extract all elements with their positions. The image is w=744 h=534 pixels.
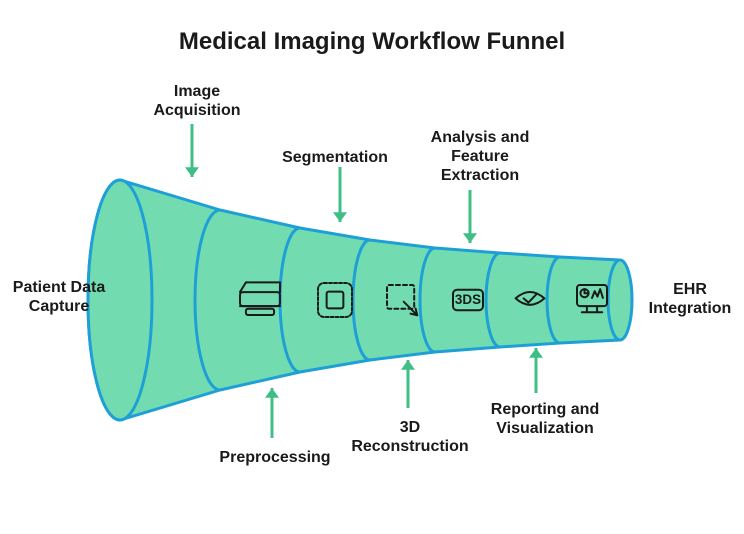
arrow-3d-reconstruction (401, 360, 415, 408)
arrow-analysis (463, 190, 477, 243)
label-reporting: Reporting and Visualization (470, 400, 620, 438)
arrow-segmentation (333, 167, 347, 222)
label-segmentation: Segmentation (265, 148, 405, 167)
page-title: Medical Imaging Workflow Funnel (0, 28, 744, 56)
label-analysis: Analysis and Feature Extraction (410, 128, 550, 186)
arrow-image-acquisition (185, 124, 199, 177)
label-patient-data: Patient Data Capture (4, 278, 114, 316)
funnel-body (88, 180, 632, 420)
label-3d-recon: 3D Reconstruction (330, 418, 490, 456)
diagram-stage: Medical Imaging Workflow Funnel 3DS Pati… (0, 0, 744, 534)
arrow-preprocessing (265, 388, 279, 438)
label-image-acq: Image Acquisition (142, 82, 252, 120)
label-preprocessing: Preprocessing (200, 448, 350, 467)
label-ehr: EHR Integration (640, 280, 740, 318)
svg-text:3DS: 3DS (455, 292, 481, 307)
arrow-reporting (529, 348, 543, 393)
